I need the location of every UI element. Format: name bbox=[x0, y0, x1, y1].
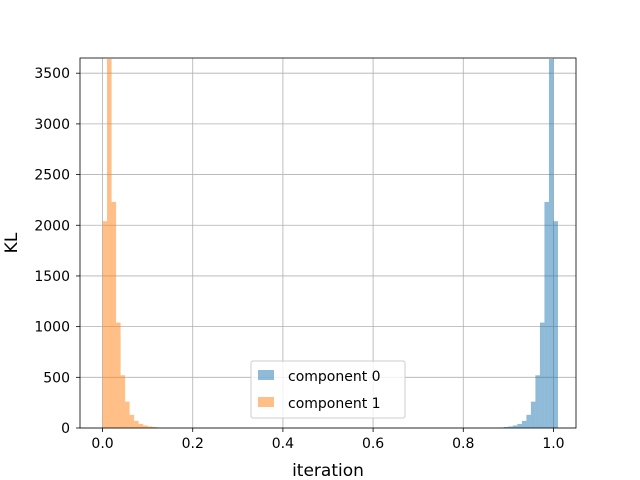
y-axis-label: KL bbox=[2, 232, 22, 253]
y-axis-ticks: 0 500 1000 1500 2000 2500 3000 3500 bbox=[34, 66, 80, 437]
legend-label-component-1: component 1 bbox=[288, 396, 381, 412]
histogram-bar-series-1 bbox=[129, 414, 135, 428]
x-tick-label: 0.0 bbox=[91, 436, 113, 452]
legend-box bbox=[250, 360, 406, 419]
y-tick-label: 2000 bbox=[34, 218, 70, 234]
x-tick-label: 0.2 bbox=[182, 436, 204, 452]
histogram-bar-series-0 bbox=[535, 375, 540, 428]
legend-label-component-0: component 0 bbox=[288, 369, 381, 385]
y-tick-label: 2500 bbox=[34, 168, 70, 184]
histogram-bar-series-1 bbox=[125, 401, 130, 428]
histogram-bar-series-1 bbox=[138, 423, 144, 428]
y-tick-label: 3000 bbox=[34, 117, 70, 133]
histogram-bar-series-1 bbox=[116, 322, 121, 428]
x-axis-ticks: 0.0 0.2 0.4 0.6 0.8 1.0 bbox=[91, 428, 565, 452]
histogram-bar-series-1 bbox=[134, 420, 139, 428]
x-axis-label: iteration bbox=[292, 461, 364, 480]
y-tick-label: 0 bbox=[61, 421, 70, 437]
histogram-bar-series-1 bbox=[143, 425, 148, 428]
legend-swatch-component-1 bbox=[258, 397, 274, 407]
histogram-bar-series-0 bbox=[530, 401, 536, 428]
histogram-bar-series-1 bbox=[111, 201, 117, 428]
x-tick-label: 0.6 bbox=[362, 436, 384, 452]
histogram-bar-series-1 bbox=[147, 426, 153, 428]
histogram-bar-series-0 bbox=[521, 420, 527, 428]
legend-swatch-component-0 bbox=[258, 370, 274, 380]
histogram-bar-series-0 bbox=[526, 414, 531, 428]
x-tick-label: 0.8 bbox=[452, 436, 474, 452]
y-tick-label: 500 bbox=[43, 370, 70, 386]
x-tick-label: 1.0 bbox=[542, 436, 564, 452]
histogram-bar-series-0 bbox=[517, 423, 522, 428]
histogram-bar-series-1 bbox=[102, 221, 108, 428]
histogram-bar-series-0 bbox=[544, 201, 549, 428]
histogram-bar-series-0 bbox=[512, 425, 518, 428]
x-tick-label: 0.4 bbox=[272, 436, 294, 452]
y-tick-label: 1000 bbox=[34, 320, 70, 336]
legend: component 0 component 1 bbox=[250, 360, 406, 419]
y-tick-label: 1500 bbox=[34, 269, 70, 285]
histogram-bar-series-1 bbox=[152, 426, 157, 428]
histogram-bar-series-0 bbox=[539, 322, 545, 428]
histogram-bar-series-1 bbox=[120, 375, 126, 428]
y-tick-label: 3500 bbox=[34, 66, 70, 82]
histogram-bar-series-1 bbox=[107, 59, 112, 428]
histogram-bar-series-0 bbox=[548, 59, 554, 428]
histogram-bar-series-0 bbox=[553, 221, 558, 428]
plot-frame bbox=[79, 57, 577, 429]
histogram-bar-series-0 bbox=[508, 426, 513, 428]
histogram-bar-series-0 bbox=[503, 426, 509, 428]
